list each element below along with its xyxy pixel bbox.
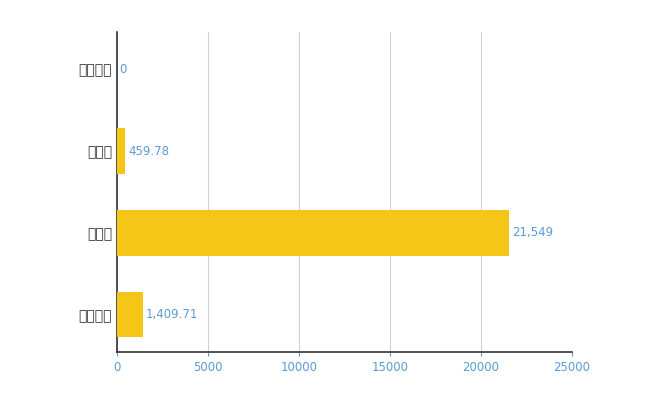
Text: 21,549: 21,549 [512, 226, 553, 240]
Bar [117, 292, 142, 338]
Bar [117, 128, 125, 174]
Bar [117, 210, 509, 256]
Text: 1,409.71: 1,409.71 [146, 308, 198, 322]
Text: 0: 0 [120, 62, 127, 76]
Text: 459.78: 459.78 [128, 144, 169, 158]
